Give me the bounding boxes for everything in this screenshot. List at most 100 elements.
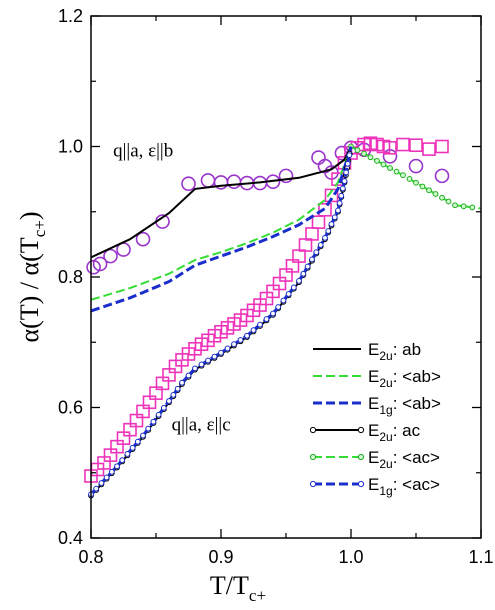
- series-marker-5: [179, 379, 185, 386]
- scatter-square-point: [305, 227, 319, 241]
- scatter-circle-point: [278, 168, 294, 184]
- scatter-circle-point: [181, 176, 196, 191]
- legend-marker-5: [309, 480, 317, 488]
- series-marker-5: [244, 332, 250, 339]
- scatter-square-point: [422, 142, 436, 156]
- x-axis-title: T/Tc+: [210, 571, 266, 605]
- series-marker-5: [290, 284, 297, 291]
- series-marker-5: [211, 353, 218, 360]
- legend-label-0: E2u: ab: [368, 340, 421, 363]
- series-marker-5: [174, 385, 181, 392]
- scatter-circle-point: [311, 150, 326, 165]
- legend-marker-4: [309, 453, 317, 461]
- series-marker-5: [346, 152, 353, 159]
- series-marker-5: [285, 291, 292, 297]
- series-marker-5: [129, 444, 136, 451]
- series-marker-5: [300, 270, 307, 277]
- scatter-square-point: [318, 202, 332, 217]
- series-marker-5: [145, 425, 152, 432]
- legend-marker-3: [357, 426, 365, 434]
- legend-label-1: E2u: <ab>: [368, 367, 441, 390]
- series-marker-5: [263, 316, 270, 322]
- series-line-4: [350, 145, 482, 210]
- series-marker-5: [231, 341, 237, 348]
- y-axis-title-subscript: c+: [30, 220, 49, 237]
- series-marker-5: [185, 372, 192, 379]
- series-marker-5: [124, 451, 131, 457]
- series-marker-5: [250, 327, 257, 334]
- series-marker-4: [400, 172, 406, 179]
- series-marker-5: [160, 404, 167, 411]
- series-marker-4: [426, 187, 432, 194]
- series-marker-5: [338, 192, 345, 199]
- scatter-circle-point: [200, 173, 216, 188]
- series-marker-4: [393, 168, 400, 175]
- y-tick-label: 1.2: [58, 6, 83, 26]
- series-marker-5: [224, 345, 231, 352]
- series-marker-5: [218, 349, 224, 356]
- legend-label-4: E2u: <ac>: [368, 448, 440, 471]
- scatter-circle-point: [226, 174, 242, 190]
- scatter-square-point: [409, 138, 423, 152]
- series-marker-5: [341, 178, 348, 184]
- series-marker-5: [325, 228, 332, 234]
- series-marker-5: [108, 468, 115, 475]
- legend-marker-4: [357, 453, 365, 461]
- scatter-square-point: [383, 141, 397, 155]
- x-axis-title-subscript: c+: [249, 586, 266, 605]
- scatter-square-point: [396, 137, 410, 152]
- series-marker-5: [275, 304, 282, 310]
- series-marker-4: [361, 150, 367, 157]
- series-marker-5: [313, 249, 320, 256]
- series-marker-5: [114, 463, 120, 470]
- series-marker-4: [460, 203, 467, 210]
- scatter-square-point: [298, 238, 313, 252]
- series-marker-5: [270, 310, 276, 317]
- series-marker-5: [166, 398, 172, 404]
- y-tick-label: 1.0: [58, 137, 83, 157]
- scatter-circle-point: [408, 158, 424, 174]
- scatter-square-point: [435, 139, 449, 154]
- series-marker-5: [328, 221, 335, 228]
- series-marker-5: [103, 474, 110, 481]
- series-marker-5: [150, 418, 157, 425]
- axis-ticks: 0.8 0.9 1.0 1.1 0.4 0.6 0.8 1.0 1.2: [58, 6, 494, 567]
- series-marker-4: [354, 147, 361, 153]
- series-marker-5: [331, 214, 338, 221]
- series-marker-5: [140, 432, 146, 439]
- legend-label-5: E1g: <ac>: [368, 475, 440, 498]
- series-marker-5: [134, 438, 141, 445]
- series-marker-4: [413, 179, 419, 186]
- y-tick-label: 0.6: [58, 398, 83, 418]
- series-marker-5: [192, 365, 198, 372]
- series-marker-5: [336, 200, 343, 207]
- series-marker-5: [335, 207, 341, 214]
- x-tick-label: 1.0: [338, 547, 363, 567]
- series-marker-5: [317, 242, 324, 248]
- scatter-circle-point: [92, 256, 108, 272]
- series-marker-4: [445, 198, 452, 205]
- y-tick-label: 0.8: [58, 267, 83, 287]
- series-marker-4: [419, 183, 426, 190]
- series-marker-4: [367, 154, 374, 161]
- series-marker-4: [432, 191, 439, 197]
- x-tick-label: 1.1: [468, 547, 493, 567]
- scatter-circle-point: [103, 248, 118, 264]
- legend-label-3: E2u: ac: [368, 421, 421, 444]
- series-marker-5: [155, 411, 162, 418]
- series-marker-5: [237, 337, 244, 343]
- series-marker-5: [322, 234, 328, 241]
- scatter-circle-point: [434, 168, 450, 184]
- scatter-square-point: [324, 188, 339, 203]
- series-marker-4: [469, 204, 476, 211]
- legend-label-2: E1g: <ab>: [368, 394, 441, 417]
- series-marker-5: [205, 357, 211, 364]
- series-line-0: [90, 146, 352, 259]
- series-marker-5: [339, 185, 346, 192]
- legend: E2u: ab E2u: <ab> E1g: <ab> E2u: ac E2u: <ac…: [309, 340, 441, 498]
- series-marker-4: [406, 176, 413, 182]
- series-line-2: [90, 146, 353, 313]
- x-tick-label: 0.9: [208, 547, 233, 567]
- legend-marker-5: [357, 480, 365, 488]
